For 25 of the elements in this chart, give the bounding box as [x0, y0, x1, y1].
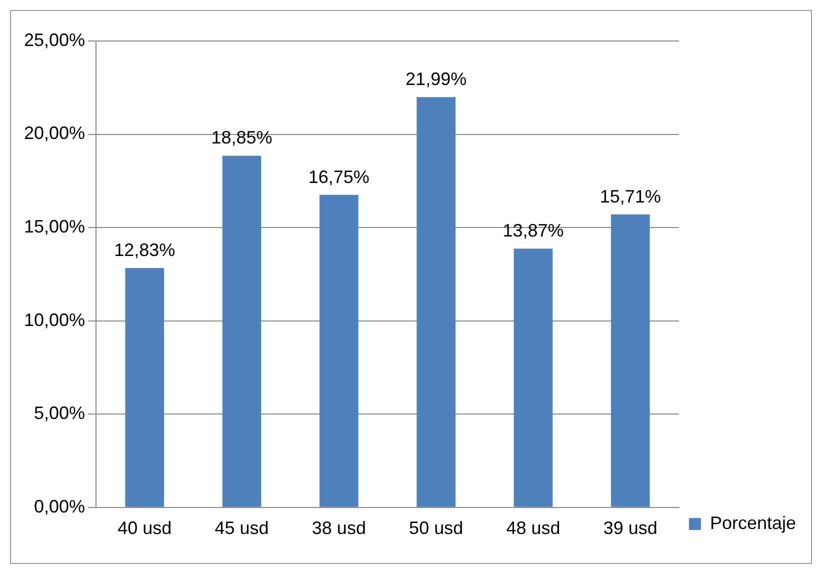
y-tick-label: 5,00%: [34, 403, 86, 424]
bar: [319, 194, 358, 507]
bar: [610, 214, 650, 507]
bar: [222, 156, 262, 507]
data-label: 21,99%: [406, 69, 467, 90]
x-tick-label: 48 usd: [506, 518, 560, 538]
data-label: 15,71%: [600, 186, 661, 206]
x-tick-label: 50 usd: [409, 518, 464, 538]
data-label: 12,83%: [114, 240, 176, 260]
bar: [125, 268, 164, 507]
data-label: 16,75%: [308, 166, 370, 187]
y-tick-label: 10,00%: [24, 310, 86, 330]
bar: [514, 248, 553, 507]
y-tick-label: 15,00%: [24, 216, 86, 237]
y-tick-label: 25,00%: [24, 30, 86, 50]
x-tick-label: 40 usd: [118, 518, 172, 538]
x-tick-label: 38 usd: [312, 518, 366, 538]
x-tick-label: 45 usd: [214, 518, 269, 538]
data-label: 18,85%: [211, 128, 272, 148]
x-tick-label: 39 usd: [603, 518, 658, 538]
data-label: 13,87%: [502, 220, 564, 241]
bar: [416, 97, 456, 507]
y-tick-label: 20,00%: [24, 123, 86, 144]
legend-label: Porcentaje: [710, 512, 796, 533]
y-tick-label: 0,00%: [34, 496, 86, 516]
